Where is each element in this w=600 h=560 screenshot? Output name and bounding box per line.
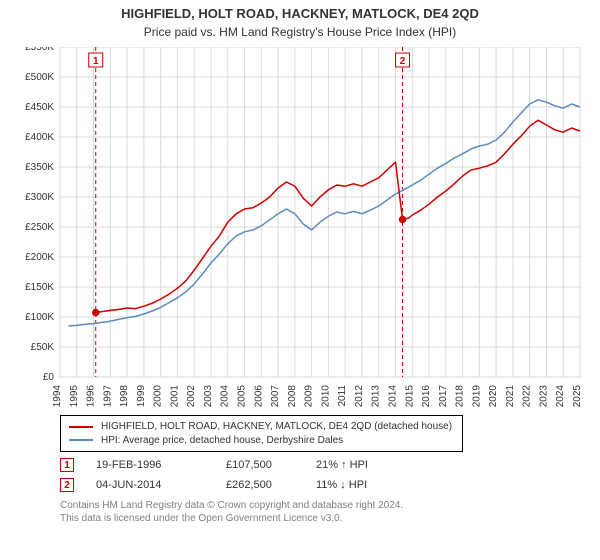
svg-text:2023: 2023 — [538, 385, 549, 407]
marker-rows: 1 19-FEB-1996£107,50021% ↑ HPI 2 04-JUN-201… — [0, 458, 600, 492]
svg-text:2005: 2005 — [237, 385, 248, 407]
svg-text:£550K: £550K — [25, 47, 54, 53]
svg-text:2003: 2003 — [203, 385, 214, 407]
legend-swatch — [69, 439, 93, 441]
footnote-line: This data is licensed under the Open Gov… — [60, 513, 600, 526]
sale-date: 19-FEB-1996 — [96, 459, 226, 471]
svg-text:2001: 2001 — [169, 385, 180, 407]
chart-svg: £0 £50K £100K £150K £200K £250K £300K £350K £400… — [0, 47, 600, 407]
svg-text:2007: 2007 — [270, 385, 281, 407]
sale-date: 04-JUN-2014 — [96, 479, 226, 491]
svg-text:2010: 2010 — [320, 385, 331, 407]
price-chart: £0 £50K £100K £150K £200K £250K £300K £350K £400… — [0, 47, 600, 407]
svg-text:1998: 1998 — [119, 385, 130, 407]
legend-swatch — [69, 426, 93, 428]
legend-row: HIGHFIELD, HOLT ROAD, HACKNEY, MATLOCK, … — [69, 420, 452, 434]
svg-text:1996: 1996 — [86, 385, 97, 407]
svg-text:2014: 2014 — [387, 385, 398, 407]
svg-text:2025: 2025 — [572, 385, 583, 407]
sale-marker-number: 2 — [60, 478, 74, 492]
svg-text:2015: 2015 — [404, 385, 415, 407]
svg-text:£150K: £150K — [25, 282, 54, 293]
svg-text:2: 2 — [400, 56, 406, 67]
svg-text:2018: 2018 — [455, 385, 466, 407]
legend-row: HPI: Average price, detached house, Derb… — [69, 434, 452, 448]
sale-price: £107,500 — [226, 459, 316, 471]
sale-marker-row: 1 19-FEB-1996£107,50021% ↑ HPI — [60, 458, 600, 472]
svg-text:2019: 2019 — [471, 385, 482, 407]
footnote-line: Contains HM Land Registry data © Crown c… — [60, 500, 600, 513]
svg-text:2024: 2024 — [555, 385, 566, 407]
svg-text:£0: £0 — [43, 372, 55, 383]
svg-text:£200K: £200K — [25, 252, 54, 263]
sale-price: £262,500 — [226, 479, 316, 491]
chart-legend: HIGHFIELD, HOLT ROAD, HACKNEY, MATLOCK, … — [60, 415, 463, 452]
svg-text:£100K: £100K — [25, 312, 54, 323]
sale-vs-hpi: 11% ↓ HPI — [316, 479, 367, 491]
legend-label: HPI: Average price, detached house, Derb… — [101, 434, 343, 448]
svg-text:2012: 2012 — [354, 385, 365, 407]
svg-text:2004: 2004 — [220, 385, 231, 407]
svg-text:£400K: £400K — [25, 132, 54, 143]
svg-text:2022: 2022 — [522, 385, 533, 407]
svg-text:2016: 2016 — [421, 385, 432, 407]
svg-text:2000: 2000 — [153, 385, 164, 407]
svg-text:2020: 2020 — [488, 385, 499, 407]
svg-text:2006: 2006 — [253, 385, 264, 407]
svg-text:2008: 2008 — [287, 385, 298, 407]
legend-label: HIGHFIELD, HOLT ROAD, HACKNEY, MATLOCK, … — [101, 420, 452, 434]
svg-text:2013: 2013 — [371, 385, 382, 407]
svg-text:£250K: £250K — [25, 222, 54, 233]
svg-text:2009: 2009 — [304, 385, 315, 407]
svg-text:£300K: £300K — [25, 192, 54, 203]
svg-text:1994: 1994 — [52, 385, 63, 407]
svg-text:£450K: £450K — [25, 102, 54, 113]
svg-text:1995: 1995 — [69, 385, 80, 407]
sale-vs-hpi: 21% ↑ HPI — [316, 459, 368, 471]
svg-text:2011: 2011 — [337, 385, 348, 407]
page-title: HIGHFIELD, HOLT ROAD, HACKNEY, MATLOCK, … — [0, 6, 600, 21]
page-subtitle: Price paid vs. HM Land Registry's House … — [0, 25, 600, 39]
svg-text:£50K: £50K — [31, 342, 55, 353]
svg-text:1999: 1999 — [136, 385, 147, 407]
sale-marker-number: 1 — [60, 458, 74, 472]
sale-marker-row: 2 04-JUN-2014£262,50011% ↓ HPI — [60, 478, 600, 492]
svg-text:2002: 2002 — [186, 385, 197, 407]
svg-text:1997: 1997 — [102, 385, 113, 407]
svg-text:£500K: £500K — [25, 72, 54, 83]
svg-text:2021: 2021 — [505, 385, 516, 407]
svg-text:2017: 2017 — [438, 385, 449, 407]
svg-text:£350K: £350K — [25, 162, 54, 173]
svg-text:1: 1 — [93, 56, 99, 67]
footnote: Contains HM Land Registry data © Crown c… — [60, 500, 600, 525]
